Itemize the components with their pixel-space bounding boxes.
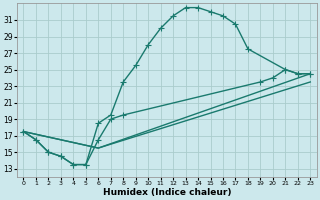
X-axis label: Humidex (Indice chaleur): Humidex (Indice chaleur) <box>103 188 231 197</box>
